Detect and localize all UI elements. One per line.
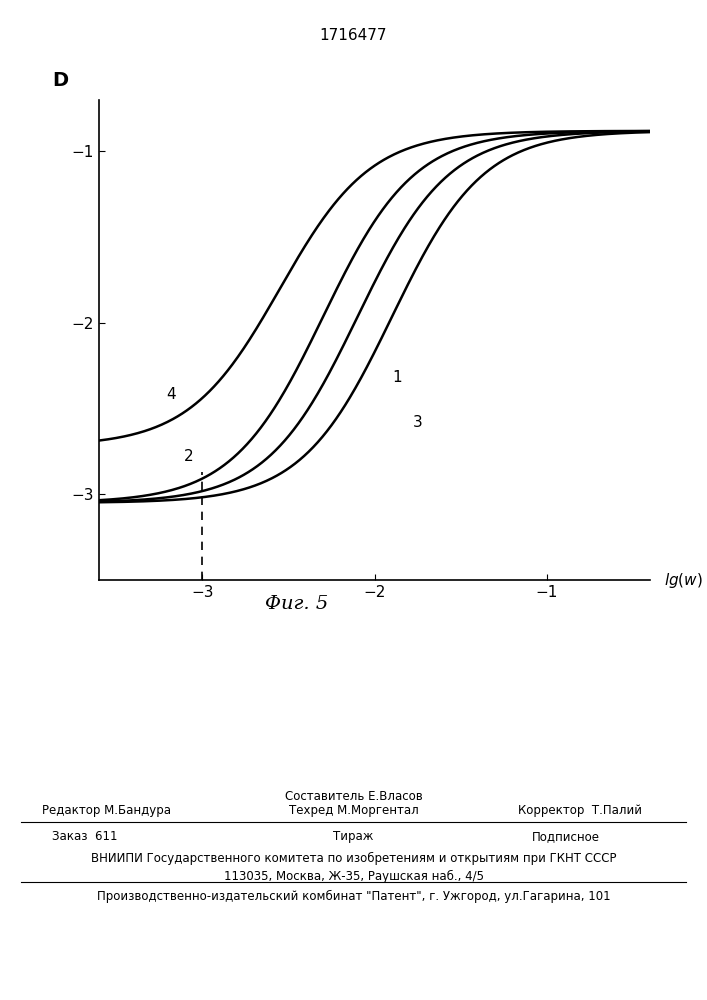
- Text: 113035, Москва, Ж-35, Раушская наб., 4/5: 113035, Москва, Ж-35, Раушская наб., 4/5: [223, 870, 484, 883]
- Text: 3: 3: [413, 415, 423, 430]
- Text: Техред М.Моргентал: Техред М.Моргентал: [288, 804, 419, 817]
- Text: Φиг. 5: Φиг. 5: [265, 595, 329, 613]
- Text: 4: 4: [167, 387, 176, 402]
- Text: Корректор  Т.Палий: Корректор Т.Палий: [518, 804, 642, 817]
- Text: $lg(w)$: $lg(w)$: [665, 570, 703, 589]
- Text: Составитель Е.Власов: Составитель Е.Власов: [285, 790, 422, 803]
- Y-axis label: D: D: [52, 71, 69, 90]
- Text: 1716477: 1716477: [320, 28, 387, 43]
- Text: 2: 2: [184, 449, 194, 464]
- Text: Тираж: Тираж: [333, 830, 374, 843]
- Text: Подписное: Подписное: [532, 830, 600, 843]
- Text: Редактор М.Бандура: Редактор М.Бандура: [42, 804, 170, 817]
- Text: Производственно-издательский комбинат "Патент", г. Ужгород, ул.Гагарина, 101: Производственно-издательский комбинат "П…: [97, 890, 610, 903]
- Text: ВНИИПИ Государственного комитета по изобретениям и открытиям при ГКНТ СССР: ВНИИПИ Государственного комитета по изоб…: [90, 852, 617, 865]
- Text: 1: 1: [392, 370, 402, 385]
- Text: Заказ  611: Заказ 611: [52, 830, 117, 843]
